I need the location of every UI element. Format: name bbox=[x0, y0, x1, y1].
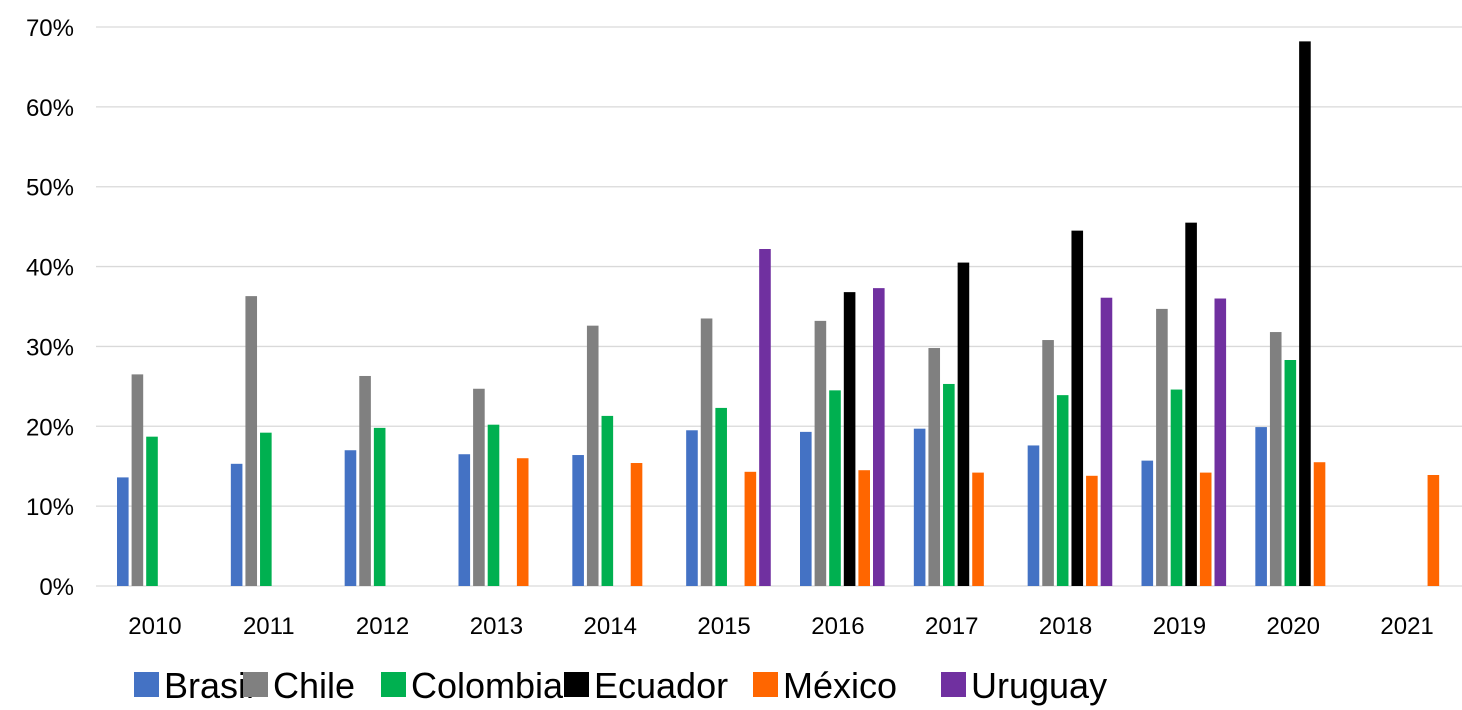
legend-swatch bbox=[753, 672, 778, 697]
bar-mexico-2020 bbox=[1313, 462, 1326, 586]
bar-colombia-2015 bbox=[715, 407, 727, 586]
bar-chile-2011 bbox=[245, 296, 258, 586]
bar-chile-2019 bbox=[1156, 308, 1168, 586]
bar-brasil-2011 bbox=[230, 463, 243, 586]
bar-chile-2018 bbox=[1042, 340, 1054, 586]
legend-swatch bbox=[243, 672, 268, 697]
bar-ecuador-2018 bbox=[1071, 230, 1084, 586]
x-category-label: 2014 bbox=[584, 613, 637, 640]
bar-colombia-2019 bbox=[1170, 389, 1183, 586]
bar-colombia-2011 bbox=[260, 432, 272, 586]
y-tick-label: 20% bbox=[26, 414, 74, 441]
legend-label: Uruguay bbox=[971, 665, 1107, 706]
legend-label: México bbox=[783, 665, 897, 706]
bar-brasil-2016 bbox=[800, 431, 812, 586]
x-category-label: 2018 bbox=[1039, 613, 1092, 640]
bar-colombia-2013 bbox=[487, 424, 500, 586]
bar-brasil-2017 bbox=[913, 428, 926, 586]
bar-ecuador-2019 bbox=[1185, 222, 1197, 586]
bar-brasil-2010 bbox=[117, 477, 129, 586]
y-tick-label: 30% bbox=[26, 334, 74, 361]
gridlines bbox=[96, 26, 1462, 587]
bar-colombia-2014 bbox=[601, 415, 614, 586]
bar-colombia-2010 bbox=[146, 436, 158, 586]
y-tick-label: 40% bbox=[26, 255, 74, 282]
x-category-label: 2020 bbox=[1267, 613, 1320, 640]
bar-colombia-2020 bbox=[1284, 360, 1297, 586]
bar-ecuador-2020 bbox=[1299, 41, 1311, 587]
x-category-label: 2017 bbox=[925, 613, 978, 640]
x-category-label: 2013 bbox=[470, 613, 523, 640]
bar-chile-2013 bbox=[473, 388, 485, 586]
bars bbox=[117, 41, 1440, 587]
bar-mexico-2013 bbox=[516, 458, 529, 586]
legend-swatch bbox=[134, 672, 159, 697]
bar-uruguay-2016 bbox=[873, 288, 885, 586]
legend-label: Brasil bbox=[164, 665, 254, 706]
bar-brasil-2019 bbox=[1141, 460, 1154, 586]
x-category-label: 2015 bbox=[697, 613, 750, 640]
bar-brasil-2014 bbox=[572, 455, 584, 586]
bar-brasil-2018 bbox=[1027, 445, 1040, 586]
bar-colombia-2017 bbox=[943, 383, 955, 586]
y-tick-label: 0% bbox=[39, 574, 74, 601]
x-category-label: 2011 bbox=[243, 613, 295, 640]
x-category-label: 2021 bbox=[1380, 613, 1433, 640]
bar-mexico-2014 bbox=[630, 463, 643, 586]
bar-mexico-2021 bbox=[1427, 474, 1440, 586]
bar-brasil-2012 bbox=[344, 450, 357, 586]
y-tick-label: 10% bbox=[26, 494, 74, 521]
x-category-label: 2010 bbox=[128, 613, 181, 640]
bar-brasil-2013 bbox=[458, 454, 471, 586]
bar-chile-2017 bbox=[928, 348, 941, 586]
bar-chile-2020 bbox=[1269, 332, 1282, 586]
bar-mexico-2016 bbox=[858, 470, 870, 586]
legend-label: Ecuador bbox=[594, 665, 728, 706]
bar-chile-2016 bbox=[814, 320, 827, 586]
legend-swatch bbox=[564, 672, 589, 697]
legend-swatch bbox=[381, 672, 406, 697]
bar-colombia-2018 bbox=[1056, 395, 1069, 586]
bar-mexico-2015 bbox=[744, 471, 757, 586]
x-category-label: 2012 bbox=[356, 613, 409, 640]
y-tick-label: 60% bbox=[26, 95, 74, 122]
bar-chile-2010 bbox=[131, 374, 144, 586]
x-category-label: 2016 bbox=[811, 613, 864, 640]
bar-uruguay-2018 bbox=[1100, 297, 1113, 586]
bar-colombia-2016 bbox=[829, 390, 841, 586]
bar-chile-2015 bbox=[700, 318, 713, 586]
legend-swatch bbox=[941, 672, 966, 697]
y-tick-label: 70% bbox=[26, 15, 74, 42]
y-axis-tick-labels: 0% 10% 20% 30% 40% 50% 60% 70% bbox=[26, 15, 74, 601]
bar-uruguay-2015 bbox=[759, 249, 771, 586]
bar-uruguay-2019 bbox=[1214, 298, 1227, 586]
bar-colombia-2012 bbox=[373, 427, 386, 586]
y-tick-label: 50% bbox=[26, 175, 74, 202]
legend-label: Colombia bbox=[411, 665, 564, 706]
bar-brasil-2015 bbox=[686, 430, 698, 586]
x-axis-category-labels: 2010 2011 2012 2013 2014 2015 2016 2017 2018 2019… bbox=[128, 613, 1434, 640]
bar-mexico-2019 bbox=[1199, 472, 1212, 586]
bar-mexico-2018 bbox=[1086, 475, 1098, 586]
bar-brasil-2020 bbox=[1255, 427, 1267, 586]
bar-chile-2014 bbox=[586, 325, 599, 586]
x-category-label: 2019 bbox=[1153, 613, 1206, 640]
bar-mexico-2017 bbox=[972, 472, 984, 586]
legend: Brasil Chile Colombia Ecuador México Uruguay bbox=[134, 665, 1107, 706]
bar-chile-2012 bbox=[359, 375, 371, 586]
bar-ecuador-2017 bbox=[957, 262, 970, 586]
legend-label: Chile bbox=[273, 665, 355, 706]
bar-ecuador-2016 bbox=[843, 292, 856, 586]
